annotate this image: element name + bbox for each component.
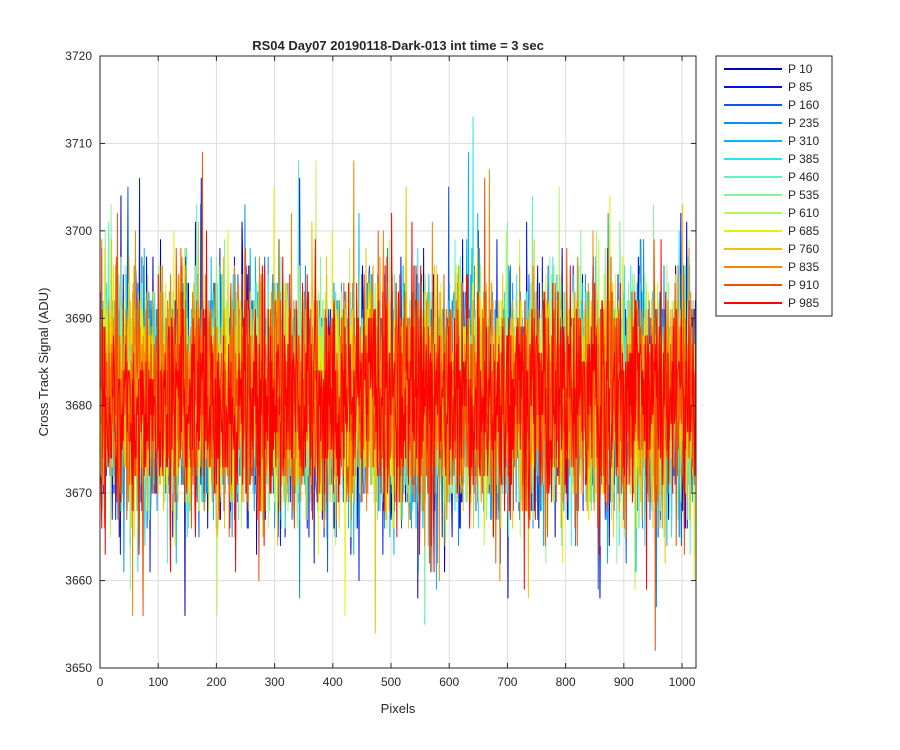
- legend-label: P 985: [788, 296, 819, 310]
- legend-label: P 910: [788, 278, 819, 292]
- x-tick-label: 900: [614, 675, 634, 689]
- y-tick-label: 3700: [65, 224, 92, 238]
- legend-label: P 235: [788, 116, 819, 130]
- x-tick-label: 200: [206, 675, 226, 689]
- x-tick-label: 300: [265, 675, 285, 689]
- x-tick-label: 1000: [669, 675, 696, 689]
- plot-frame: [99, 55, 697, 669]
- y-axis: 3650 3660 3670 3680 3690 3700 3710 3720: [65, 49, 696, 675]
- y-tick-label: 3710: [65, 136, 92, 150]
- legend-label: P 460: [788, 170, 819, 184]
- legend: P 10 P 85 P 160 P 235 P 310 P 385 P 460 P 535 P …: [715, 55, 833, 317]
- x-axis: 0 100 200 300 400 500 600 700 800 900 1000: [97, 56, 696, 689]
- chart-title: RS04 Day07 20190118-Dark-013 int time = …: [252, 38, 544, 53]
- y-tick-label: 3720: [65, 49, 92, 63]
- series-line: [100, 212, 697, 590]
- legend-label: P 835: [788, 260, 819, 274]
- x-tick-label: 600: [439, 675, 459, 689]
- legend-label: P 610: [788, 206, 819, 220]
- legend-label: P 535: [788, 188, 819, 202]
- legend-box: [715, 55, 833, 317]
- y-tick-label: 3650: [65, 661, 92, 675]
- y-axis-label: Cross Track Signal (ADU): [36, 288, 51, 437]
- x-axis-label: Pixels: [381, 701, 416, 716]
- legend-label: P 85: [788, 80, 813, 94]
- y-tick-label: 3660: [65, 574, 92, 588]
- x-tick-label: 800: [556, 675, 576, 689]
- x-tick-label: 0: [97, 675, 104, 689]
- series-lines: [100, 116, 697, 652]
- legend-label: P 685: [788, 224, 819, 238]
- x-tick-label: 700: [497, 675, 517, 689]
- x-tick-label: 400: [323, 675, 343, 689]
- y-tick-label: 3680: [65, 399, 92, 413]
- x-tick-label: 100: [148, 675, 168, 689]
- legend-label: P 760: [788, 242, 819, 256]
- legend-label: P 310: [788, 134, 819, 148]
- y-tick-label: 3670: [65, 486, 92, 500]
- x-tick-label: 500: [381, 675, 401, 689]
- y-tick-label: 3690: [65, 311, 92, 325]
- legend-label: P 385: [788, 152, 819, 166]
- legend-label: P 160: [788, 98, 819, 112]
- legend-label: P 10: [788, 62, 813, 76]
